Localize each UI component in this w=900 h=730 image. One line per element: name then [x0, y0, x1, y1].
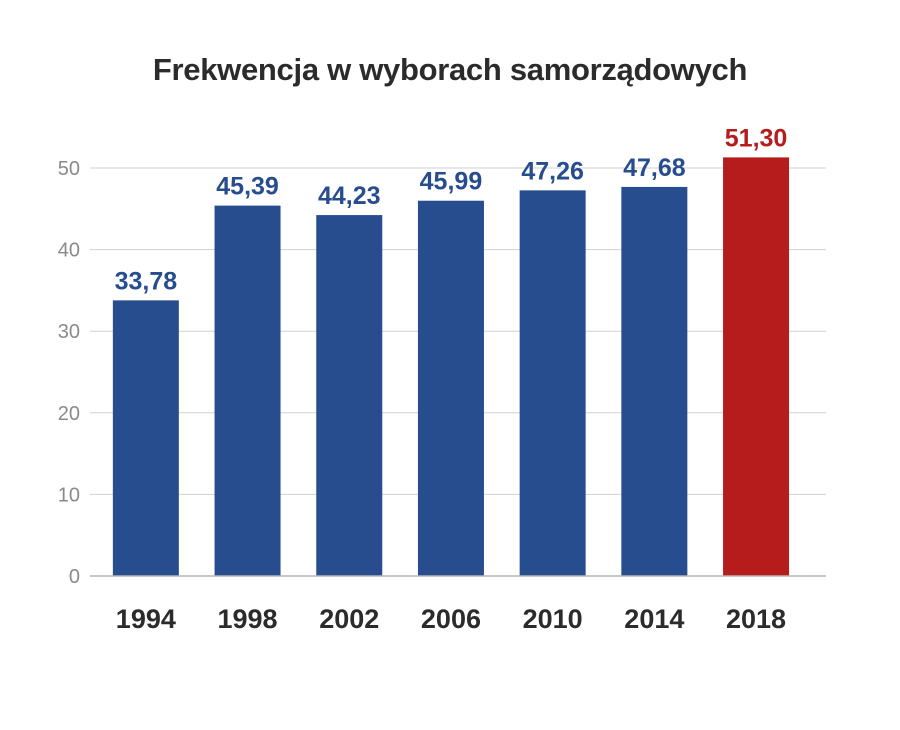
bar-2002 — [316, 215, 383, 577]
data-label-1998: 45,39 — [216, 173, 279, 201]
bar-1994 — [112, 300, 179, 576]
data-label-2014: 47,68 — [623, 154, 686, 182]
data-label-2010: 47,26 — [521, 157, 584, 185]
y-tick-label: 10 — [58, 484, 80, 506]
x-tick-label-2006: 2006 — [421, 604, 481, 634]
data-label-1994: 33,78 — [115, 267, 178, 295]
chart-title: Frekwencja w wyborach samorządowych — [152, 52, 748, 87]
data-label-2006: 45,99 — [420, 168, 483, 196]
bar-2010 — [519, 190, 586, 576]
x-tick-label-2018: 2018 — [726, 604, 786, 634]
x-tick-label-2010: 2010 — [523, 604, 583, 634]
bars — [112, 157, 790, 577]
bar-2014 — [621, 186, 688, 576]
data-labels: 33,78 45,39 44,23 45,99 47,26 47,68 51,30 — [115, 124, 788, 295]
bar-1998 — [214, 205, 281, 576]
x-tick-label-1994: 1994 — [116, 604, 176, 634]
x-axis-ticks: 1994 1998 2002 2006 2010 2014 2018 — [116, 604, 786, 634]
y-tick-label: 40 — [58, 240, 80, 262]
x-tick-label-2002: 2002 — [319, 604, 379, 634]
y-axis-ticks: 0 10 20 30 40 50 — [58, 158, 80, 588]
bar-2006 — [417, 200, 484, 576]
y-tick-label: 0 — [69, 566, 80, 588]
y-tick-label: 20 — [58, 403, 80, 425]
data-label-2002: 44,23 — [318, 182, 381, 210]
y-tick-label: 50 — [58, 158, 80, 180]
y-tick-label: 30 — [58, 321, 80, 343]
x-tick-label-1998: 1998 — [218, 604, 278, 634]
data-label-2018: 51,30 — [725, 124, 788, 152]
x-tick-label-2014: 2014 — [624, 604, 684, 634]
bar-2018 — [723, 157, 790, 576]
